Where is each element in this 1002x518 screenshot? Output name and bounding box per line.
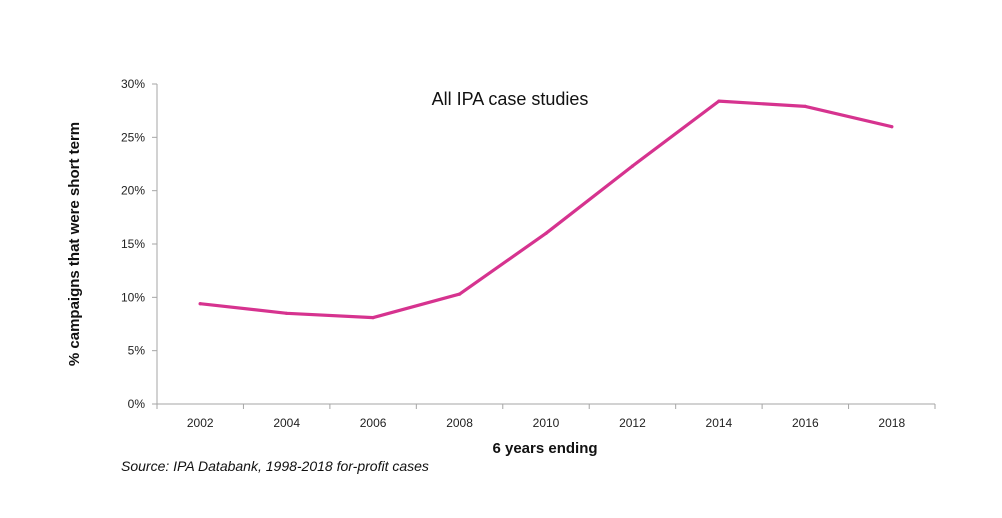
chart-title: All IPA case studies	[432, 89, 589, 109]
data-point	[371, 316, 375, 320]
x-tick-label: 2012	[619, 416, 646, 430]
x-tick-label: 2008	[446, 416, 473, 430]
data-point	[630, 164, 635, 168]
data-point	[803, 104, 807, 108]
y-tick-label: 5%	[128, 344, 146, 358]
y-tick-label: 10%	[121, 290, 145, 304]
y-tick-label: 25%	[121, 130, 145, 144]
y-axis-title: % campaigns that were short term	[66, 122, 83, 366]
data-point	[198, 302, 202, 306]
y-tick-label: 15%	[121, 237, 145, 251]
y-tick-label: 0%	[128, 397, 146, 411]
x-tick-label: 2006	[360, 416, 387, 430]
x-axis-title: 6 years ending	[492, 440, 597, 457]
source-note: Source: IPA Databank, 1998-2018 for-prof…	[121, 458, 429, 474]
x-tick-label: 2002	[187, 416, 214, 430]
x-tick-label: 2016	[792, 416, 819, 430]
data-point	[285, 311, 289, 315]
x-tick-label: 2018	[878, 416, 905, 430]
data-point	[717, 99, 721, 103]
x-axis: 2002 2004 2006 2008 2010 2012 2014 2016 2018	[156, 403, 936, 430]
x-tick-label: 2014	[706, 416, 733, 430]
data-point	[457, 292, 462, 296]
data-point	[890, 125, 894, 129]
y-axis: 0% 5% 10% 15% 20% 25% 30%	[121, 77, 158, 411]
data-point	[544, 231, 548, 235]
x-tick-label: 2010	[533, 416, 560, 430]
series-line	[198, 99, 894, 320]
x-tick-label: 2004	[273, 416, 300, 430]
y-tick-label: 30%	[121, 77, 145, 91]
y-tick-label: 20%	[121, 184, 145, 198]
series-layer	[198, 99, 894, 320]
